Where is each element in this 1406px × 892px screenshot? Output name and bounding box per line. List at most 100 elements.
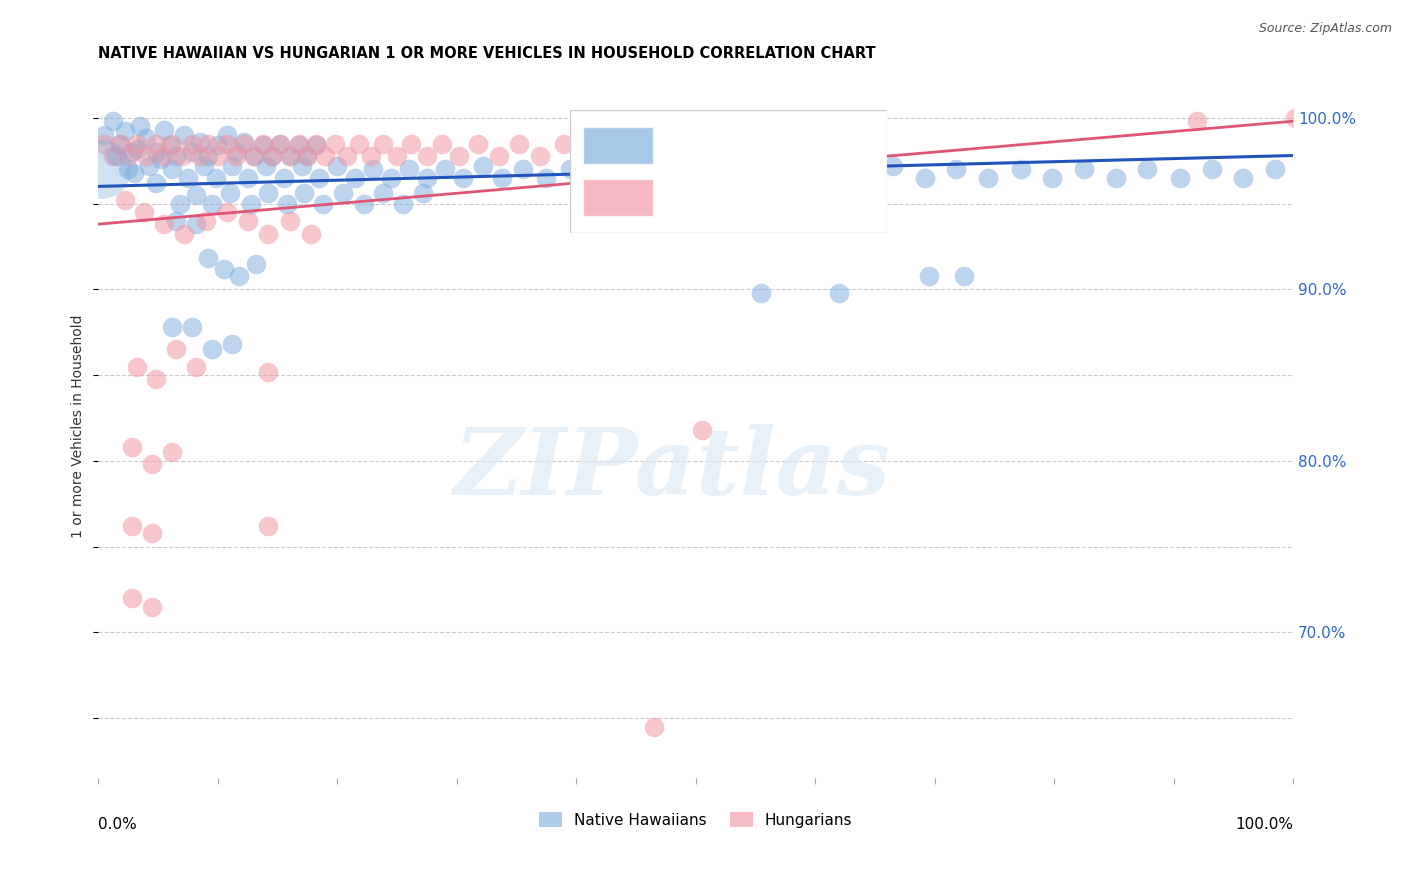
Point <box>138 159 160 173</box>
Point <box>945 162 967 177</box>
Point <box>122 166 145 180</box>
Point <box>145 145 167 159</box>
Point <box>336 148 359 162</box>
Point <box>197 252 219 266</box>
Point <box>269 136 291 151</box>
Point <box>314 148 336 162</box>
Point <box>221 337 243 351</box>
Point <box>173 128 195 142</box>
Point <box>177 170 200 185</box>
Legend: Native Hawaiians, Hungarians: Native Hawaiians, Hungarians <box>533 805 859 834</box>
Point <box>236 170 259 185</box>
Point <box>162 445 184 459</box>
Point <box>1187 114 1209 128</box>
Point <box>162 136 184 151</box>
Point <box>145 176 167 190</box>
Point <box>125 136 148 151</box>
Point <box>236 213 259 227</box>
Point <box>101 148 124 162</box>
Point <box>553 136 575 151</box>
Point <box>114 124 136 138</box>
Point <box>583 159 606 173</box>
Point <box>141 458 163 472</box>
Point <box>288 136 311 151</box>
Point <box>162 162 184 177</box>
Point <box>347 136 370 151</box>
Point <box>204 170 226 185</box>
Point <box>101 114 124 128</box>
Point <box>260 148 283 162</box>
Point <box>643 720 665 734</box>
Point <box>882 159 904 173</box>
Point <box>145 136 167 151</box>
Point <box>472 159 495 173</box>
Point <box>371 136 394 151</box>
Point <box>433 162 456 177</box>
Point <box>117 162 139 177</box>
Point <box>129 120 152 134</box>
Point <box>193 159 215 173</box>
Point <box>188 148 211 162</box>
Point <box>344 170 367 185</box>
Point <box>371 186 394 201</box>
Point <box>228 268 250 283</box>
Point <box>305 138 328 153</box>
Point <box>583 170 606 185</box>
Point <box>278 148 301 162</box>
Point <box>135 148 157 162</box>
Point <box>416 148 439 162</box>
Point <box>188 135 211 149</box>
Point <box>201 343 224 357</box>
Point <box>432 136 454 151</box>
Point <box>186 217 208 231</box>
Point <box>145 371 167 385</box>
Point <box>1232 170 1254 185</box>
Text: NATIVE HAWAIIAN VS HUNGARIAN 1 OR MORE VEHICLES IN HOUSEHOLD CORRELATION CHART: NATIVE HAWAIIAN VS HUNGARIAN 1 OR MORE V… <box>98 46 876 62</box>
Point <box>828 285 851 300</box>
Point <box>242 148 264 162</box>
Point <box>240 196 263 211</box>
Point <box>153 217 176 231</box>
Point <box>1284 111 1306 125</box>
Point <box>449 148 471 162</box>
Point <box>141 599 163 614</box>
Point <box>186 188 208 202</box>
Point <box>225 145 247 159</box>
Point <box>323 136 346 151</box>
Point <box>290 159 312 173</box>
Point <box>401 136 423 151</box>
Point <box>121 519 143 533</box>
Point <box>159 138 181 153</box>
Point <box>467 136 489 151</box>
Point <box>1040 170 1063 185</box>
Point <box>412 186 434 201</box>
Point <box>392 196 415 211</box>
Point <box>90 162 112 177</box>
Point <box>257 186 280 201</box>
Point <box>217 128 239 142</box>
Point <box>727 170 749 185</box>
Point <box>165 213 187 227</box>
Point <box>1136 162 1159 177</box>
Point <box>361 162 384 177</box>
Text: ZIPatlas: ZIPatlas <box>453 424 890 514</box>
Point <box>93 136 115 151</box>
Point <box>108 136 131 151</box>
Point <box>616 170 638 185</box>
Text: 100.0%: 100.0% <box>1234 817 1294 832</box>
Point <box>173 227 195 242</box>
Point <box>297 148 319 162</box>
Point <box>233 135 256 149</box>
Point <box>217 136 239 151</box>
Point <box>1105 170 1128 185</box>
Point <box>385 148 408 162</box>
Point <box>332 186 354 201</box>
Point <box>169 196 191 211</box>
Point <box>288 138 311 153</box>
Point <box>751 285 773 300</box>
Point <box>242 148 264 162</box>
Point <box>257 519 280 533</box>
Point <box>640 179 662 194</box>
Point <box>257 227 280 242</box>
Point <box>648 179 671 194</box>
